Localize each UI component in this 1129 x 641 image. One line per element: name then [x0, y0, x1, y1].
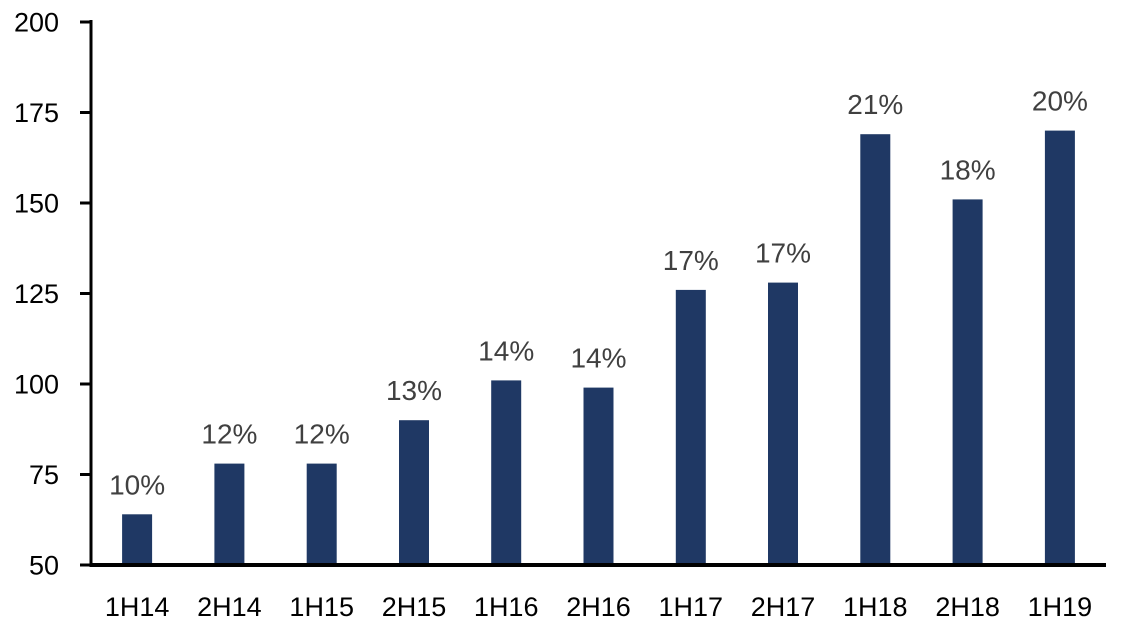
x-tick-label-1H15: 1H15: [289, 592, 354, 622]
bar-2H17: [768, 282, 798, 565]
y-tick-mark-100: [80, 382, 91, 386]
y-tick-mark-50: [80, 563, 91, 567]
bar-2H15: [399, 420, 429, 565]
bar-1H16: [491, 380, 522, 565]
x-tick-label-1H19: 1H19: [1028, 592, 1093, 622]
y-axis-line: [89, 20, 93, 567]
y-tick-label-75: 75: [29, 460, 59, 490]
bar-2H16: [583, 387, 614, 565]
x-tick-label-1H17: 1H17: [659, 592, 724, 622]
x-tick-label-2H15: 2H15: [382, 592, 447, 622]
bar-2H18: [952, 199, 983, 565]
bar-label-1H14: 10%: [109, 469, 165, 500]
bar-label-1H17: 17%: [663, 245, 719, 276]
x-tick-label-1H16: 1H16: [474, 592, 539, 622]
bar-label-2H14: 12%: [201, 419, 257, 450]
bar-1H14: [122, 514, 153, 565]
bar-2H14: [214, 463, 245, 565]
bar-1H17: [675, 289, 706, 565]
y-tick-label-100: 100: [14, 370, 59, 400]
y-tick-label-200: 200: [14, 8, 59, 38]
y-tick-label-125: 125: [14, 279, 59, 309]
bar-label-1H18: 21%: [847, 89, 903, 120]
y-tick-label-150: 150: [14, 189, 59, 219]
x-tick-label-1H18: 1H18: [843, 592, 908, 622]
bar-label-2H15: 13%: [386, 375, 442, 406]
x-tick-label-2H14: 2H14: [197, 592, 262, 622]
bar-label-2H18: 18%: [940, 154, 996, 185]
bar-label-1H19: 20%: [1032, 86, 1088, 117]
y-tick-mark-150: [80, 201, 91, 205]
y-tick-mark-175: [80, 111, 91, 114]
bar-label-1H16: 14%: [478, 335, 534, 366]
y-tick-mark-125: [80, 292, 91, 295]
bar-1H15: [306, 463, 337, 565]
x-tick-label-2H18: 2H18: [935, 592, 1000, 622]
x-tick-label-1H14: 1H14: [105, 592, 170, 622]
x-tick-label-2H16: 2H16: [566, 592, 631, 622]
bar-label-2H16: 14%: [570, 343, 626, 374]
x-axis-line: [89, 563, 1106, 567]
bar-1H19: [1044, 130, 1075, 565]
bar-label-1H15: 12%: [294, 419, 350, 450]
y-tick-label-50: 50: [29, 551, 59, 581]
x-tick-label-2H17: 2H17: [751, 592, 816, 622]
y-tick-mark-200: [80, 20, 91, 24]
bar-1H18: [860, 134, 891, 565]
bar-label-2H17: 17%: [755, 238, 811, 269]
y-tick-mark-75: [80, 473, 91, 476]
y-tick-label-175: 175: [14, 98, 59, 128]
